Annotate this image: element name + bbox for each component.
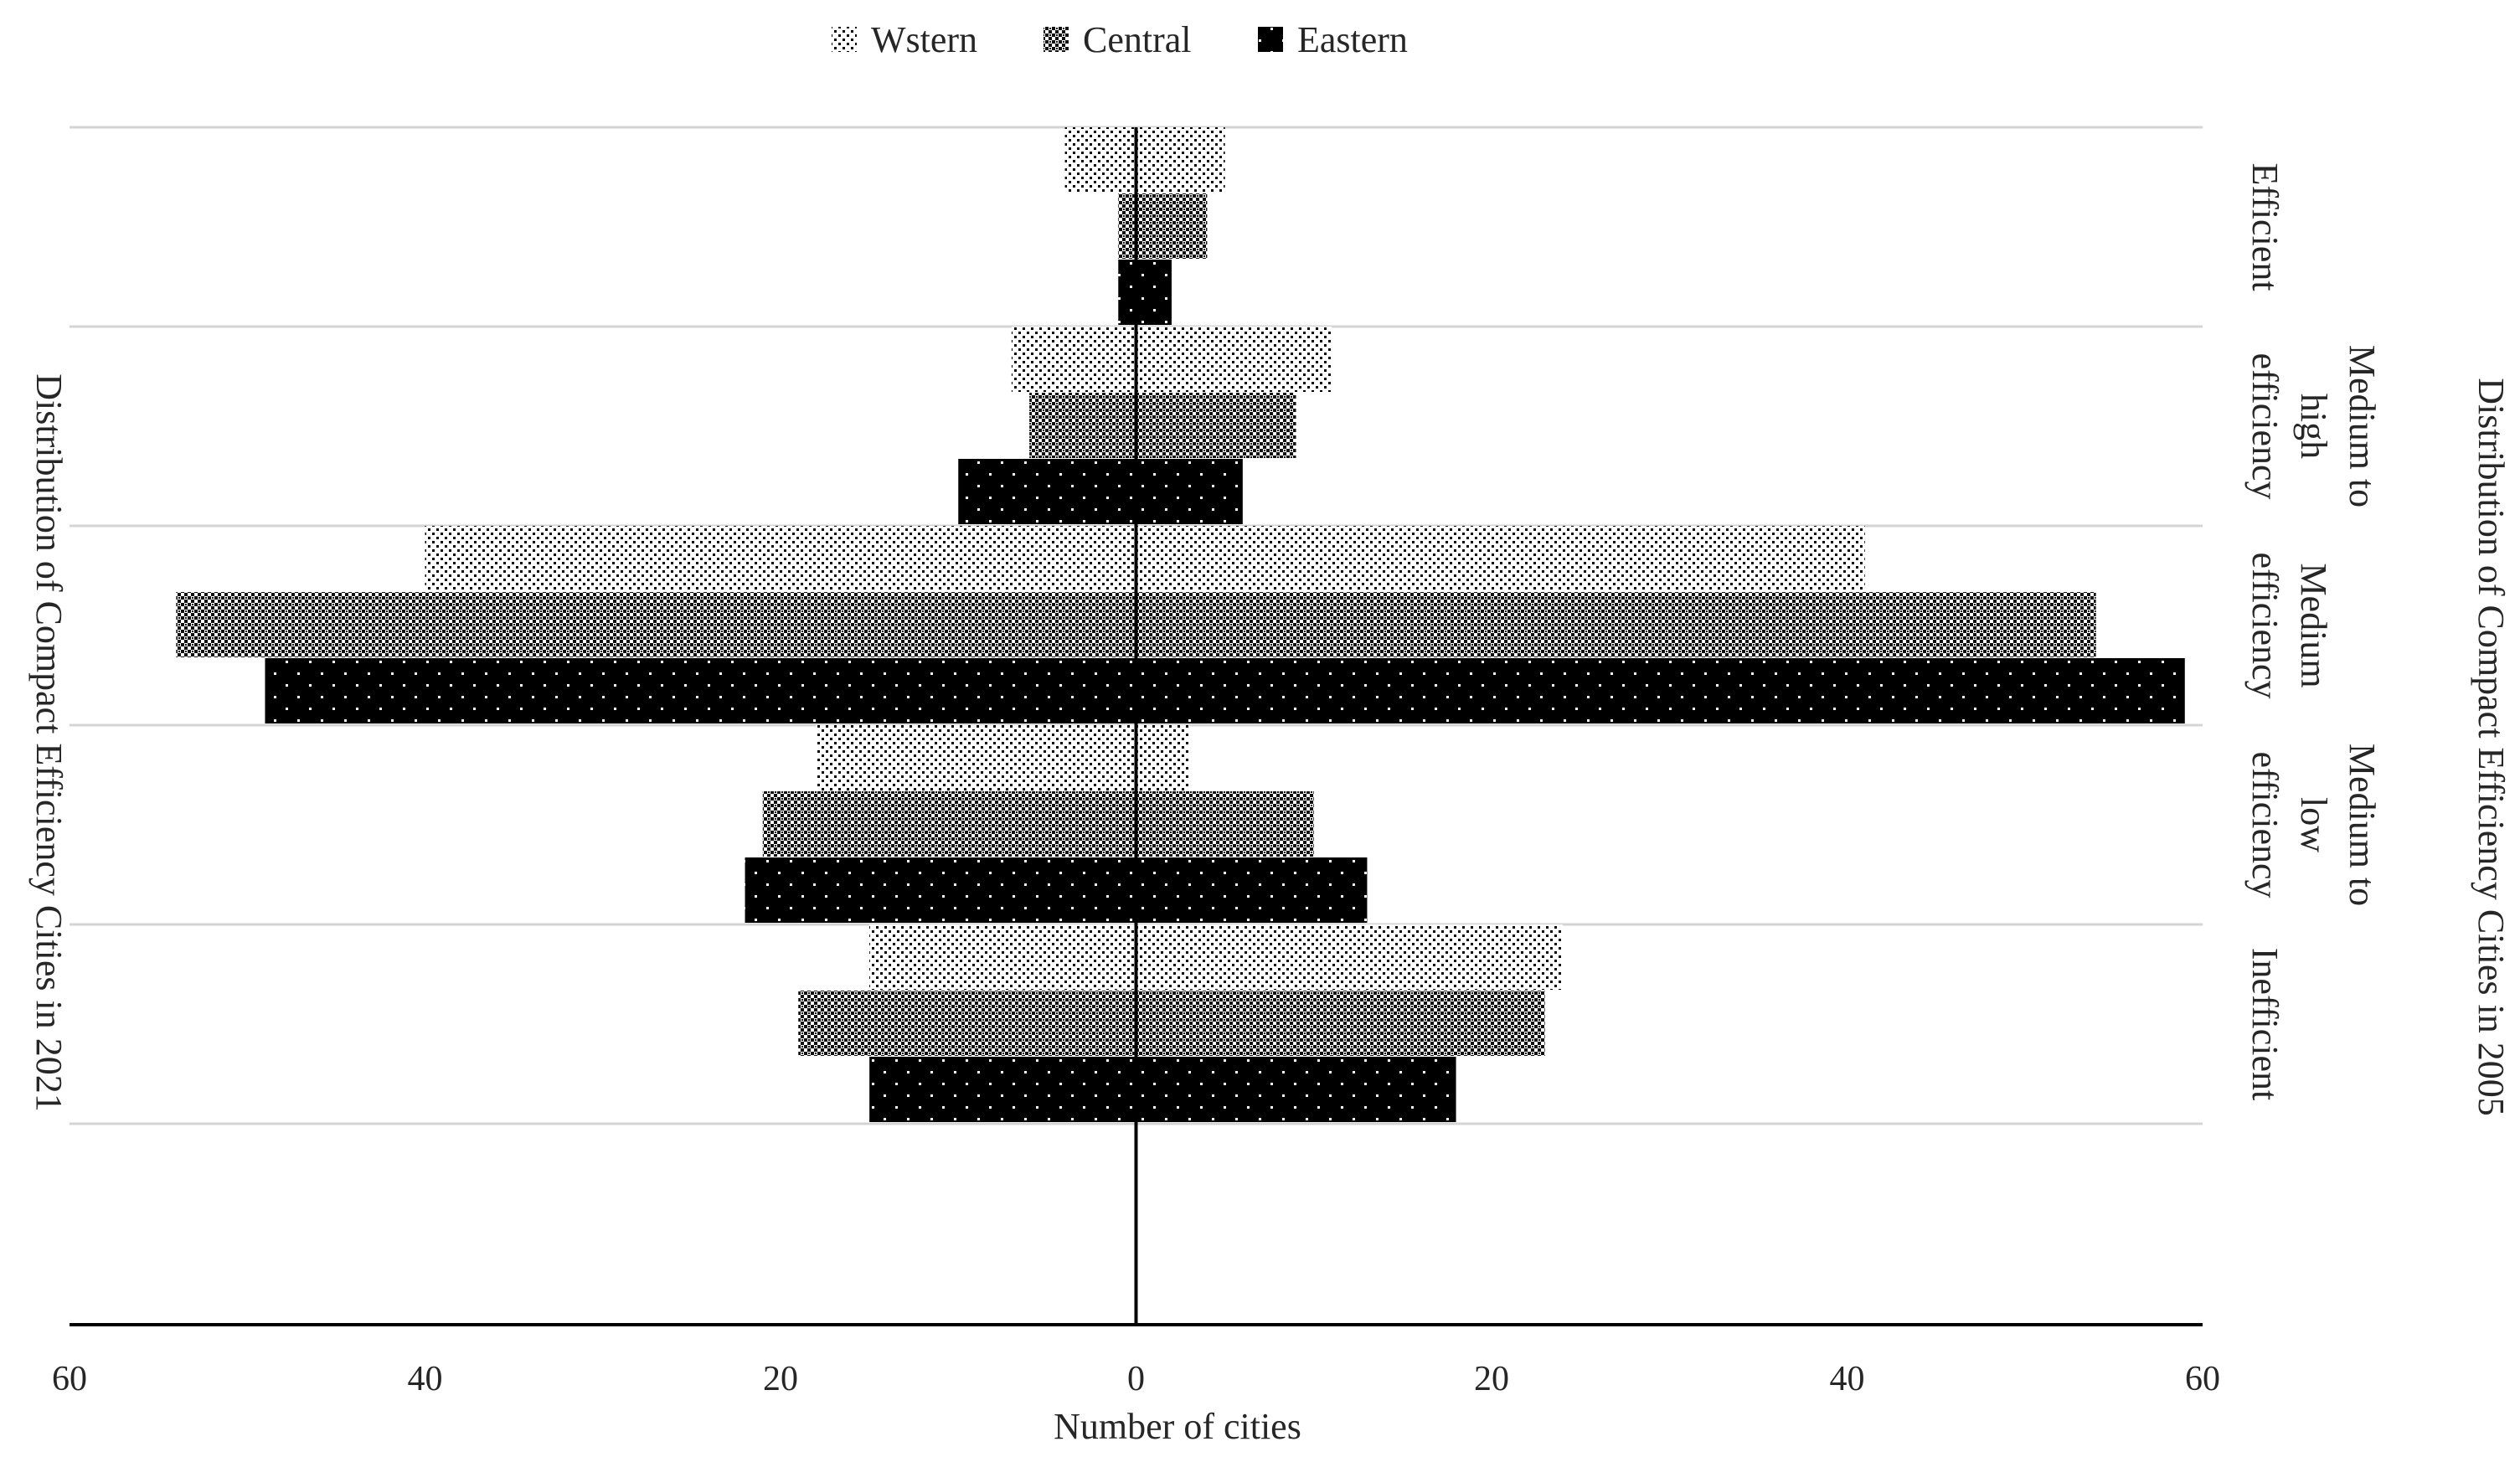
bar-wstern-2005-0 xyxy=(1136,127,1225,193)
category-label: low xyxy=(2293,797,2334,852)
bar-eastern-2021-1 xyxy=(958,459,1136,524)
bar-eastern-2005-3 xyxy=(1136,857,1368,923)
x-tick-label: 0 xyxy=(1127,1360,1145,1398)
x-tick-label: 40 xyxy=(1830,1360,1865,1398)
bar-central-2021-2 xyxy=(176,592,1136,657)
category-label: high xyxy=(2293,394,2334,459)
right-side-title: Distribution of Compact Efficiency Citie… xyxy=(2471,378,2512,1116)
x-tick-label: 20 xyxy=(763,1360,798,1398)
category-label: Efficient xyxy=(2244,162,2286,291)
legend-label-central: Central xyxy=(1083,19,1192,60)
bar-wstern-2005-1 xyxy=(1136,327,1332,392)
bar-eastern-2005-0 xyxy=(1136,260,1172,325)
x-tick-label: 20 xyxy=(1474,1360,1509,1398)
bar-central-2005-3 xyxy=(1136,791,1314,857)
legend-label-eastern: Eastern xyxy=(1297,19,1408,60)
category-label: efficiency xyxy=(2244,751,2286,898)
bar-central-2005-1 xyxy=(1136,393,1296,458)
category-label: Inefficient xyxy=(2244,948,2286,1100)
bar-central-2005-2 xyxy=(1136,592,2096,657)
legend-item-central: Central xyxy=(1044,19,1192,60)
category-label: efficiency xyxy=(2244,353,2286,499)
bar-eastern-2005-1 xyxy=(1136,459,1243,524)
bar-wstern-2005-3 xyxy=(1136,725,1190,790)
category-label: Medium to xyxy=(2342,345,2383,507)
legend-swatch-eastern xyxy=(1258,27,1283,52)
bar-wstern-2021-3 xyxy=(816,725,1136,790)
bar-eastern-2021-3 xyxy=(745,857,1136,923)
bar-eastern-2021-4 xyxy=(869,1057,1136,1122)
bar-wstern-2021-2 xyxy=(425,526,1136,591)
category-label: Medium xyxy=(2293,563,2334,687)
bar-wstern-2021-4 xyxy=(869,924,1136,990)
legend-label-wstern: Wstern xyxy=(871,19,977,60)
x-axis-title: Number of cities xyxy=(1054,1406,1301,1447)
category-label: Medium to xyxy=(2342,744,2383,906)
category-label: efficiency xyxy=(2244,552,2286,698)
legend: Wstern Central Eastern xyxy=(832,19,1408,60)
bar-wstern-2021-1 xyxy=(1011,327,1136,392)
x-tick-labels: 60 40 20 0 20 40 60 xyxy=(52,1360,2220,1398)
left-side-title: Distribution of Compact Efficiency Citie… xyxy=(28,373,70,1112)
bar-central-2021-3 xyxy=(762,791,1136,857)
bar-eastern-2021-2 xyxy=(265,658,1136,723)
bar-eastern-2005-4 xyxy=(1136,1057,1456,1122)
bars xyxy=(176,127,2185,1122)
bar-central-2021-1 xyxy=(1029,393,1136,458)
bar-central-2021-0 xyxy=(1118,193,1136,259)
bar-wstern-2005-4 xyxy=(1136,924,1563,990)
x-tick-label: 40 xyxy=(408,1360,443,1398)
legend-item-wstern: Wstern xyxy=(832,19,977,60)
x-tick-label: 60 xyxy=(2185,1360,2220,1398)
bar-central-2021-4 xyxy=(798,991,1136,1056)
bar-eastern-2021-0 xyxy=(1118,260,1136,325)
bar-central-2005-0 xyxy=(1136,193,1208,259)
legend-item-eastern: Eastern xyxy=(1258,19,1408,60)
bar-wstern-2021-0 xyxy=(1064,127,1136,193)
legend-swatch-wstern xyxy=(832,27,857,52)
bar-central-2005-4 xyxy=(1136,991,1545,1056)
bar-eastern-2005-2 xyxy=(1136,658,2185,723)
bar-wstern-2005-2 xyxy=(1136,526,1865,591)
x-tick-label: 60 xyxy=(52,1360,87,1398)
legend-swatch-central xyxy=(1044,27,1069,52)
